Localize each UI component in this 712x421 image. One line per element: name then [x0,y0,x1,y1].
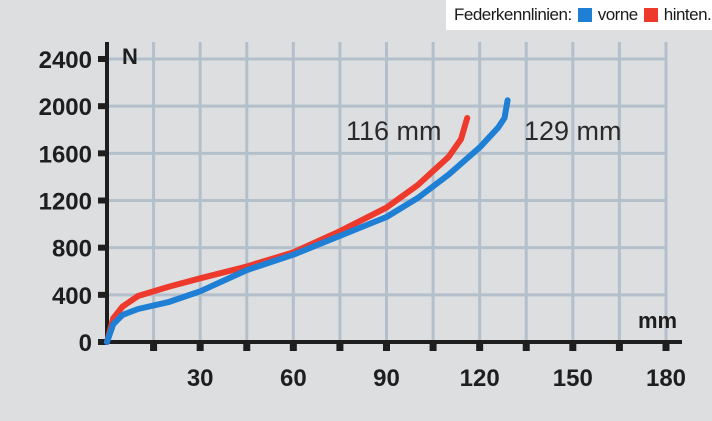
y-tick-label: 2400 [39,47,92,74]
axes [98,42,682,351]
y-tick-labels: 0 400 800 1200 1600 2000 2400 [39,47,92,357]
legend-title: Federkennlinien: [454,5,572,24]
y-tick-label: 1200 [39,189,92,216]
legend: Federkennlinien: vorne hinten. [446,0,712,30]
grid [107,42,668,342]
series-hinten-line [104,115,471,345]
x-tick-label: 90 [373,365,400,392]
y-tick-label: 1600 [39,141,92,168]
x-tick-label: 60 [280,365,307,392]
x-tick-label: 120 [460,365,500,392]
x-tick-labels: 30 60 90 120 150 180 [187,365,686,392]
y-tick-label: 800 [52,236,92,263]
y-tick-label: 0 [79,330,92,357]
x-tick-label: 180 [646,365,686,392]
y-tick-label: 400 [52,283,92,310]
y-axis-unit: N [122,44,138,69]
y-tick-label: 2000 [39,94,92,121]
x-tick-label: 150 [553,365,593,392]
annotation-hinten-travel: 116 mm [346,116,442,146]
legend-swatch-vorne [577,8,592,22]
x-tick-label: 30 [187,365,214,392]
legend-swatch-hinten [643,8,658,22]
series-vorne-line [104,97,511,345]
annotation-vorne-travel: 129 mm [524,116,622,146]
legend-label-vorne: vorne [597,5,639,24]
x-axis-unit: mm [638,308,677,333]
legend-label-hinten: hinten. [663,5,712,24]
